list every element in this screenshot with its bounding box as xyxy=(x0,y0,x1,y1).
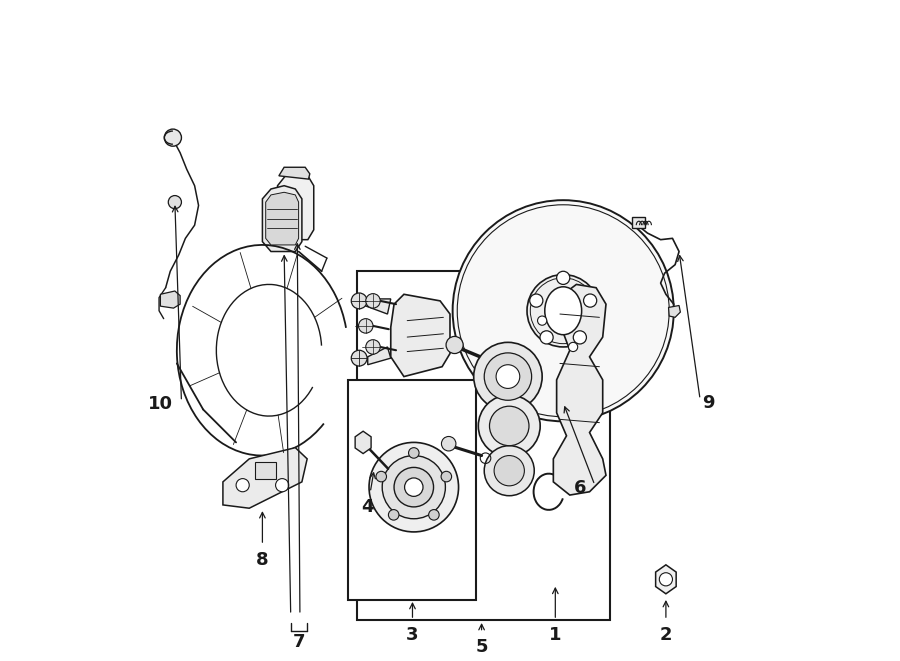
Circle shape xyxy=(478,395,540,457)
Polygon shape xyxy=(223,447,307,508)
Text: 10: 10 xyxy=(148,395,173,413)
Circle shape xyxy=(382,455,446,519)
Circle shape xyxy=(660,572,672,586)
Circle shape xyxy=(394,467,434,507)
Text: 5: 5 xyxy=(475,638,488,656)
Polygon shape xyxy=(391,294,450,377)
Polygon shape xyxy=(279,167,310,179)
Circle shape xyxy=(530,294,543,307)
Polygon shape xyxy=(266,192,299,245)
Circle shape xyxy=(275,479,289,492)
Polygon shape xyxy=(669,305,680,317)
Text: 3: 3 xyxy=(406,625,419,644)
Text: 2: 2 xyxy=(660,625,672,644)
Text: 4: 4 xyxy=(362,498,374,516)
Circle shape xyxy=(236,479,249,492)
Circle shape xyxy=(365,293,380,308)
Circle shape xyxy=(540,330,554,344)
Text: 7: 7 xyxy=(292,633,305,652)
Circle shape xyxy=(583,294,597,307)
Polygon shape xyxy=(655,565,676,594)
Bar xyxy=(632,217,644,229)
Bar xyxy=(348,380,476,600)
Polygon shape xyxy=(277,173,314,240)
Circle shape xyxy=(369,442,459,532)
Polygon shape xyxy=(160,291,180,308)
Circle shape xyxy=(446,336,464,354)
Circle shape xyxy=(484,446,535,496)
Circle shape xyxy=(441,471,452,482)
Text: 1: 1 xyxy=(549,625,562,644)
Text: 8: 8 xyxy=(256,551,269,568)
Circle shape xyxy=(428,510,439,520)
Circle shape xyxy=(495,361,508,374)
Polygon shape xyxy=(356,431,371,453)
Circle shape xyxy=(496,365,520,389)
Circle shape xyxy=(569,342,578,352)
Text: 6: 6 xyxy=(574,479,587,498)
Bar xyxy=(356,271,610,620)
Circle shape xyxy=(527,274,599,347)
Circle shape xyxy=(358,319,373,333)
Circle shape xyxy=(405,478,423,496)
Bar xyxy=(255,462,275,479)
Circle shape xyxy=(484,353,532,401)
Ellipse shape xyxy=(544,287,581,334)
Circle shape xyxy=(168,196,182,209)
Circle shape xyxy=(537,316,547,325)
Circle shape xyxy=(453,200,674,421)
Text: 9: 9 xyxy=(702,394,715,412)
Circle shape xyxy=(376,471,386,482)
Circle shape xyxy=(165,129,182,146)
Circle shape xyxy=(556,271,570,284)
Polygon shape xyxy=(368,347,391,365)
Circle shape xyxy=(441,436,456,451)
Circle shape xyxy=(573,330,587,344)
Polygon shape xyxy=(364,299,391,314)
Circle shape xyxy=(494,455,525,486)
Circle shape xyxy=(409,447,419,458)
Circle shape xyxy=(389,510,399,520)
Circle shape xyxy=(365,340,380,354)
Polygon shape xyxy=(554,284,606,495)
Polygon shape xyxy=(263,186,302,252)
Circle shape xyxy=(351,293,367,309)
Circle shape xyxy=(351,350,367,366)
Circle shape xyxy=(473,342,542,410)
Circle shape xyxy=(490,407,529,446)
